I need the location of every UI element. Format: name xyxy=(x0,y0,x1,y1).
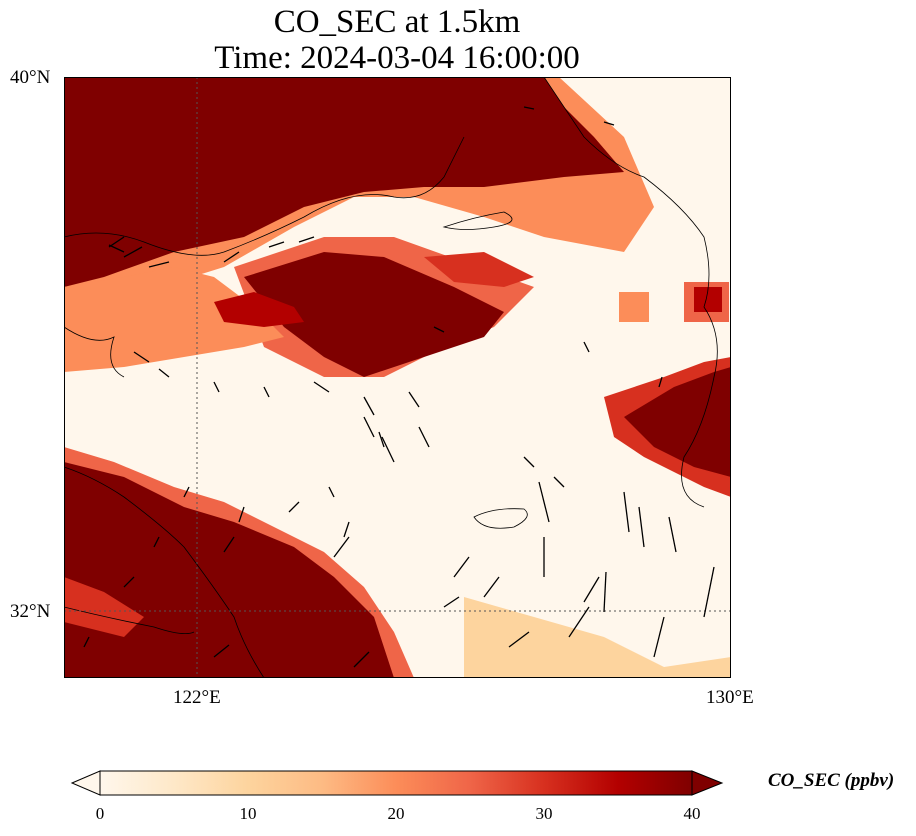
gridlines xyxy=(64,77,731,678)
colorbar-gradient xyxy=(100,771,692,795)
colorbar-min-extend xyxy=(70,770,101,796)
colorbar-tick-30: 30 xyxy=(535,804,553,823)
colorbar-tick-0: 0 xyxy=(95,804,105,823)
concentration-field xyxy=(64,77,731,678)
map-title: CO_SEC at 1.5km xyxy=(273,4,521,40)
colorbar-tick-40: 40 xyxy=(683,804,701,823)
colorbar xyxy=(70,770,724,796)
colorbar-max-extend xyxy=(691,770,724,796)
map-frame xyxy=(64,77,731,678)
lat-label-bottom: 32°N xyxy=(10,601,51,622)
lon-label-left: 122°E xyxy=(173,687,221,708)
coastlines xyxy=(64,77,718,678)
lon-label-right: 130°E xyxy=(706,687,754,708)
lat-label-top: 40°N xyxy=(10,67,51,88)
map-panel xyxy=(64,77,731,678)
colorbar-tick-10: 10 xyxy=(239,804,257,823)
wind-vectors xyxy=(83,106,715,668)
map-subtitle-time: Time: 2024-03-04 16:00:00 xyxy=(214,40,580,76)
colorbar-label: CO_SEC (ppbv) xyxy=(768,770,895,791)
colorbar-tick-20: 20 xyxy=(387,804,405,823)
